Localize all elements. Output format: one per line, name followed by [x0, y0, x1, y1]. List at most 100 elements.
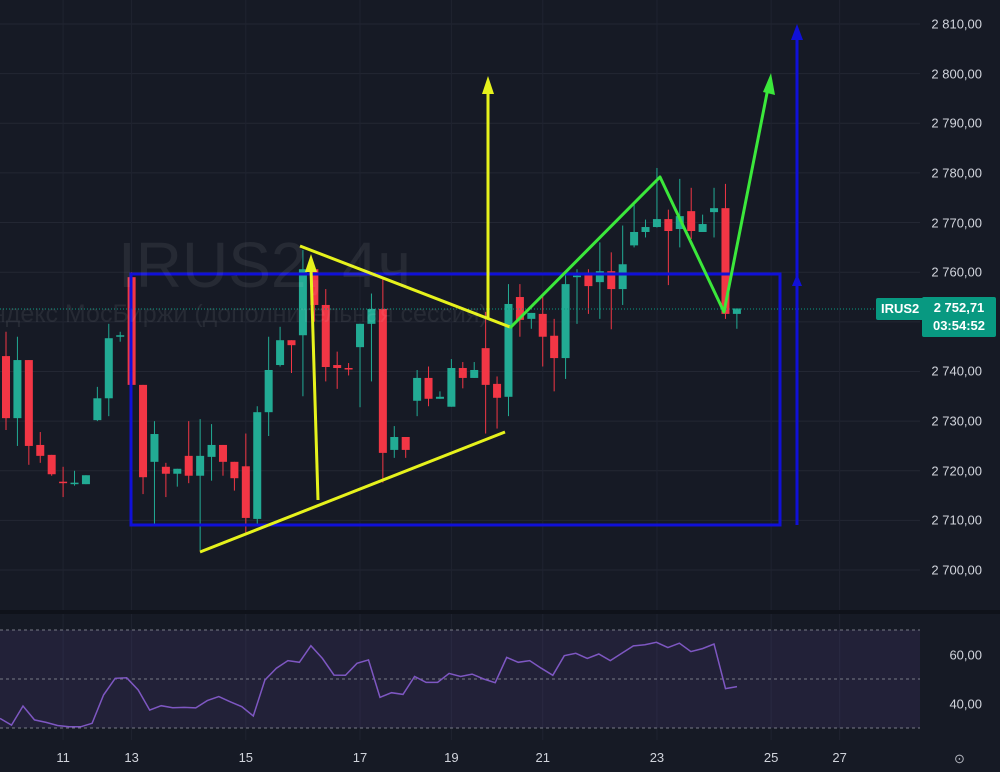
candle-down	[24, 360, 33, 465]
yellow-arrowhead-top	[482, 76, 494, 94]
candle-down	[287, 340, 296, 373]
candle-body	[595, 271, 604, 283]
rsi-band	[0, 630, 920, 728]
candle-body	[150, 434, 159, 462]
candle-body	[207, 444, 216, 457]
price-tick-label: 2 700,00	[931, 562, 982, 578]
candle-body	[2, 356, 10, 419]
candle-down	[344, 363, 353, 376]
time-tick-label: 23	[649, 750, 665, 765]
candle-body	[687, 211, 696, 231]
triangle-upper-line[interactable]	[299, 244, 511, 329]
price-tick-label: 2 780,00	[931, 165, 982, 181]
candle-body	[550, 335, 559, 359]
time-tick-label: 17	[352, 750, 368, 765]
candle-up	[630, 202, 639, 248]
candle-body	[481, 348, 490, 385]
candle-body	[504, 303, 513, 397]
candle-body	[390, 437, 399, 450]
candle-body	[470, 369, 479, 378]
pane-separator[interactable]	[0, 610, 1000, 614]
drawings[interactable]	[129, 24, 803, 554]
candle-body	[276, 340, 285, 366]
candle-body	[458, 368, 467, 378]
blue-arrowhead-top	[791, 24, 803, 40]
candle-body	[139, 384, 148, 478]
candle-body	[93, 398, 102, 421]
candle-up	[470, 362, 479, 378]
gear-icon[interactable]: ⊙	[954, 751, 965, 766]
candle-body	[298, 269, 307, 336]
candle-body	[184, 455, 193, 476]
candle-body	[721, 208, 730, 314]
last-price-tag: 2 752,71 03:54:52	[922, 297, 996, 337]
time-tick-label: 21	[535, 750, 550, 765]
candle-body	[356, 323, 365, 348]
candle-body	[710, 208, 719, 213]
candle-up	[618, 225, 627, 305]
candle-body	[698, 224, 707, 232]
symbol-tag: IRUS2	[876, 298, 925, 320]
candle-down	[139, 384, 148, 495]
candle-body	[435, 396, 444, 399]
candle-down	[481, 311, 490, 434]
candle-down	[36, 432, 45, 463]
candle-up	[504, 284, 513, 417]
candle-down	[493, 376, 502, 429]
candle-body	[573, 275, 581, 278]
candle-up	[641, 219, 650, 238]
candle-body	[70, 482, 79, 485]
candle-down	[584, 269, 593, 314]
time-tick-label: 25	[763, 750, 779, 765]
candle-down	[721, 183, 730, 319]
candle-body	[81, 475, 90, 485]
candle-body	[675, 216, 684, 230]
candle-body	[378, 308, 387, 453]
candle-down	[333, 351, 342, 389]
candle-up	[447, 359, 456, 407]
candle-up	[356, 323, 365, 408]
candle-up	[595, 242, 604, 319]
candle-up	[527, 312, 536, 329]
time-tick-label: 27	[832, 750, 847, 765]
candle-body	[630, 231, 639, 246]
candle-body	[538, 313, 547, 337]
candle-down	[538, 294, 547, 367]
candle-body	[230, 461, 239, 479]
candle-body	[36, 444, 45, 456]
triangle-lower-line[interactable]	[199, 430, 506, 554]
candle-body	[321, 304, 330, 368]
candle-up	[207, 424, 216, 481]
candle-body	[241, 466, 250, 518]
rsi-tick-label: 40,00	[949, 696, 982, 711]
candle-down	[458, 362, 467, 389]
candle-body	[664, 219, 673, 231]
time-tick-label: 13	[124, 750, 139, 765]
candle-up	[104, 323, 113, 417]
candle-down	[47, 454, 56, 476]
candle-body	[618, 264, 627, 290]
candle-body	[59, 481, 68, 484]
price-tick-label: 2 740,00	[931, 363, 982, 379]
time-tick-label: 19	[444, 750, 459, 765]
candle-body	[561, 284, 570, 359]
green-arrowhead	[763, 73, 775, 95]
candle-down	[401, 437, 410, 458]
candle-body	[310, 269, 319, 305]
price-tick-label: 2 790,00	[931, 115, 982, 131]
candle-body	[196, 455, 205, 476]
candle-body	[104, 338, 113, 399]
price-tick-label: 2 770,00	[931, 215, 982, 231]
candle-up	[675, 178, 684, 248]
candle-body	[333, 365, 342, 369]
candle-body	[344, 368, 353, 370]
candle-up	[81, 475, 90, 485]
triangle-height-line[interactable]	[309, 267, 320, 501]
range-rectangle[interactable]	[129, 272, 782, 527]
zigzag-line[interactable]	[508, 87, 770, 330]
candle-body	[287, 340, 296, 346]
candle-body	[493, 383, 502, 398]
candle-body	[173, 468, 182, 474]
candle-up	[116, 331, 125, 342]
